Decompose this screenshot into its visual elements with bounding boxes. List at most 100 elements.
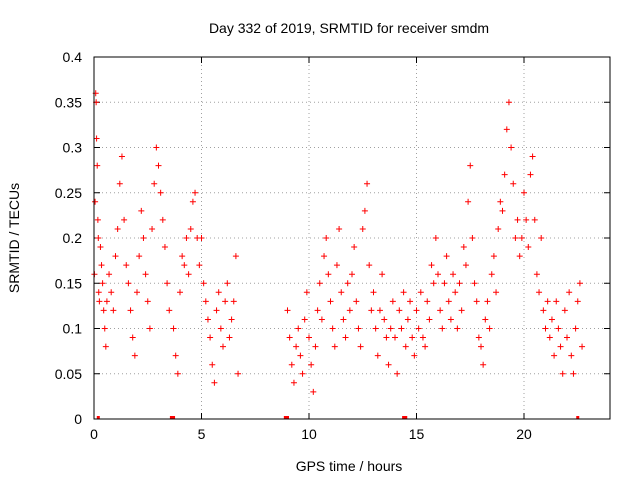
data-point xyxy=(346,307,353,314)
data-point xyxy=(108,289,115,296)
data-point xyxy=(467,162,474,169)
data-point xyxy=(170,325,177,332)
data-point xyxy=(340,316,347,323)
data-point xyxy=(222,298,229,305)
data-point xyxy=(187,225,194,232)
data-point xyxy=(538,235,545,241)
data-point xyxy=(202,298,209,305)
data-point xyxy=(204,316,211,323)
data-point xyxy=(568,352,575,359)
data-point xyxy=(544,298,551,305)
data-point xyxy=(536,289,543,296)
data-point xyxy=(355,325,362,332)
axis-ticks: 0 5 10 15 20 0 0.05 0.1 0.15 0.2 0.25 0.3 0.35 0.4 xyxy=(55,49,610,442)
data-point xyxy=(310,388,317,395)
data-point xyxy=(327,298,334,305)
data-point xyxy=(398,325,405,332)
plot-frame xyxy=(93,56,611,420)
data-point xyxy=(411,352,418,359)
data-point xyxy=(172,352,179,359)
data-point xyxy=(220,343,226,350)
data-point xyxy=(366,262,373,269)
data-point xyxy=(497,198,504,205)
data-point xyxy=(303,289,310,296)
data-point xyxy=(134,289,140,296)
y-tick-label: 0.3 xyxy=(63,140,83,156)
data-point xyxy=(99,280,106,287)
x-tick-label: 20 xyxy=(516,426,532,442)
data-point xyxy=(475,334,482,341)
data-point xyxy=(490,253,497,260)
data-point xyxy=(480,361,487,368)
data-point xyxy=(192,189,199,196)
data-point xyxy=(460,244,467,251)
data-point xyxy=(458,307,465,314)
grid-lines xyxy=(94,57,610,419)
data-point xyxy=(387,325,394,332)
data-point xyxy=(486,325,493,332)
data-point xyxy=(521,189,527,196)
x-tick-label: 5 xyxy=(198,426,206,442)
data-point xyxy=(125,280,132,287)
data-point xyxy=(523,216,530,223)
data-point xyxy=(439,325,446,332)
data-point xyxy=(314,307,321,314)
data-point xyxy=(101,325,108,332)
data-point xyxy=(566,289,573,296)
data-point xyxy=(103,298,110,305)
data-point xyxy=(142,271,149,278)
data-point xyxy=(209,361,216,368)
x-tick-label: 15 xyxy=(409,426,425,442)
data-point xyxy=(512,235,519,241)
data-point xyxy=(235,370,242,377)
data-point xyxy=(121,216,128,223)
data-point xyxy=(447,316,454,323)
chart-title: Day 332 of 2019, SRMTID for receiver smd… xyxy=(209,20,489,36)
data-point xyxy=(484,298,491,305)
data-point xyxy=(508,144,515,151)
data-point xyxy=(361,207,368,214)
data-point xyxy=(529,153,536,160)
data-point xyxy=(493,289,500,296)
data-point xyxy=(353,298,360,305)
data-point xyxy=(349,271,355,278)
data-point xyxy=(329,325,336,332)
data-point xyxy=(100,307,107,314)
data-point xyxy=(499,207,506,214)
data-point xyxy=(316,280,323,287)
data-point xyxy=(402,343,409,350)
data-point xyxy=(179,253,186,260)
data-point xyxy=(290,379,297,386)
data-point xyxy=(370,289,377,296)
data-point xyxy=(559,370,566,377)
data-point xyxy=(501,171,508,178)
data-point xyxy=(364,180,371,187)
data-point xyxy=(561,307,568,314)
data-point xyxy=(215,289,222,296)
data-point xyxy=(155,162,162,169)
y-tick-label: 0.2 xyxy=(63,230,83,246)
data-point xyxy=(428,262,435,269)
data-point xyxy=(228,316,235,323)
data-point xyxy=(510,180,517,187)
data-point xyxy=(376,307,383,314)
data-point xyxy=(301,316,308,323)
data-point xyxy=(123,262,130,269)
data-point xyxy=(372,325,379,332)
data-point xyxy=(94,162,101,169)
data-point xyxy=(308,361,315,368)
data-point xyxy=(503,126,510,133)
data-point xyxy=(98,262,105,269)
data-point xyxy=(525,244,532,251)
data-point xyxy=(546,334,553,341)
data-point xyxy=(574,298,581,305)
data-point xyxy=(576,280,583,287)
x-tick-label: 0 xyxy=(90,426,98,442)
data-point xyxy=(159,216,166,223)
data-point xyxy=(149,225,156,232)
data-point xyxy=(473,298,480,305)
data-point xyxy=(548,316,555,323)
data-point xyxy=(518,235,525,241)
data-point xyxy=(293,343,300,350)
data-point xyxy=(505,99,512,106)
